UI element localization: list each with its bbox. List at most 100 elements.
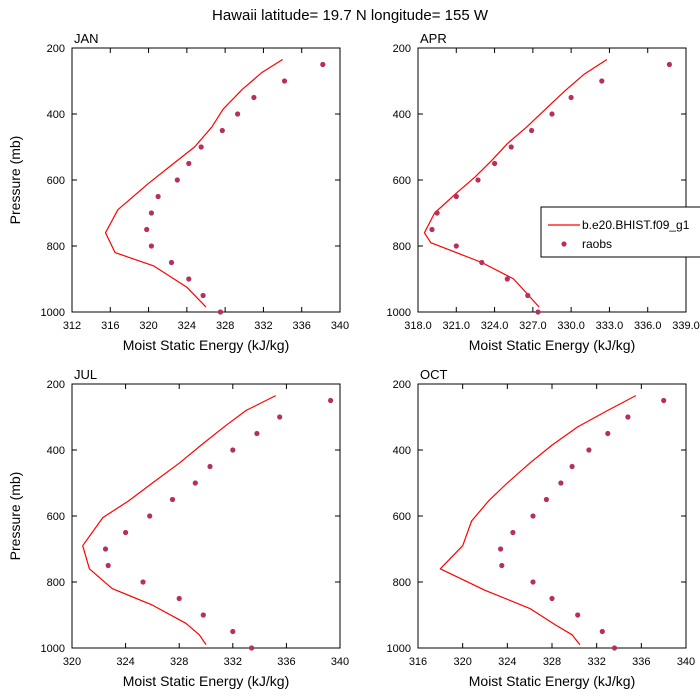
obs-point: [530, 579, 536, 585]
obs-point: [429, 226, 435, 233]
x-tick-label: 339.0: [672, 320, 700, 332]
panel-label: JAN: [74, 31, 99, 46]
plot-frame: [71, 383, 341, 649]
model-line: [82, 395, 276, 646]
legend-obs-label: raobs: [582, 237, 612, 251]
x-tick-label: 336: [293, 320, 311, 332]
y-tick-label: 200: [393, 379, 411, 391]
plot-frame: [417, 47, 687, 313]
obs-point: [144, 226, 150, 233]
x-tick-label: 336.0: [634, 320, 662, 332]
panel-apr: 318.0 321.0 324.0 327.0 330.0 333.0 336.0 339.0…: [387, 31, 700, 353]
y-tick-label: 1000: [41, 643, 65, 655]
obs-point: [625, 414, 631, 420]
x-tick-label: 321.0: [443, 320, 471, 332]
y-tick-label: 800: [47, 577, 65, 589]
obs-point: [168, 259, 175, 266]
obs-point: [575, 612, 581, 618]
x-tick-label: 330.0: [557, 320, 585, 332]
obs-point: [543, 496, 550, 503]
obs-point: [549, 111, 555, 117]
obs-point: [504, 276, 510, 282]
obs-point: [235, 111, 241, 117]
obs-point: [510, 529, 516, 536]
obs-point: [453, 193, 459, 200]
x-tick-label: 332: [587, 656, 605, 668]
y-tick-label: 200: [47, 379, 65, 391]
y-tick-label: 600: [47, 511, 65, 523]
obs-point: [549, 595, 555, 602]
obs-point: [169, 496, 176, 503]
obs-point: [200, 612, 206, 618]
obs-point: [207, 463, 213, 470]
panel-label: OCT: [420, 367, 448, 382]
y-tick-label: 800: [393, 241, 411, 253]
y-axis-label: Pressure (mb): [7, 136, 23, 225]
x-tick-label: 340: [677, 656, 695, 668]
panel-jul: 320 324 328 332 336 340 200 400 600 800 1000 JUL Moi…: [7, 367, 349, 689]
obs-point: [176, 595, 182, 602]
obs-point: [530, 513, 536, 519]
x-tick-label: 320: [453, 656, 471, 668]
model-line: [439, 395, 637, 646]
obs-point: [148, 210, 154, 216]
obs-point: [475, 177, 481, 183]
obs-point: [529, 127, 535, 134]
x-tick-label: 340: [331, 656, 349, 668]
x-tick-label: 336: [632, 656, 650, 668]
x-tick-label: 328: [543, 656, 561, 668]
obs-point: [666, 61, 673, 68]
x-tick-label: 324: [498, 656, 516, 668]
obs-point: [105, 562, 111, 569]
x-tick-label: 340: [331, 320, 349, 332]
x-tick-label: 327.0: [519, 320, 547, 332]
legend-model-label: b.e20.BHIST.f09_g1: [582, 218, 690, 232]
x-tick-label: 320: [139, 320, 157, 332]
x-tick-label: 320: [63, 656, 81, 668]
obs-point: [186, 160, 192, 167]
y-tick-label: 400: [47, 109, 65, 121]
obs-point: [508, 144, 514, 150]
obs-point: [599, 628, 605, 635]
obs-point: [251, 94, 257, 101]
obs-point: [453, 243, 459, 249]
x-tick-label: 324: [178, 320, 196, 332]
x-tick-label: 333.0: [596, 320, 624, 332]
y-tick-label: 1000: [387, 307, 411, 319]
x-tick-label: 318.0: [404, 320, 432, 332]
obs-point: [569, 463, 575, 470]
obs-point: [611, 645, 618, 651]
plot-frame: [417, 383, 687, 649]
panel-label: JUL: [74, 367, 97, 382]
obs-point: [535, 309, 541, 315]
legend-box: [540, 206, 700, 258]
y-tick-label: 800: [393, 577, 411, 589]
x-tick-label: 328: [216, 320, 234, 332]
obs-point: [525, 292, 531, 299]
x-tick-label: 312: [63, 320, 81, 332]
obs-point: [661, 397, 667, 404]
x-tick-label: 328: [170, 656, 188, 668]
obs-point: [198, 144, 204, 150]
obs-point: [192, 480, 198, 486]
obs-point: [140, 579, 146, 585]
obs-point: [123, 529, 129, 536]
obs-point: [492, 160, 498, 167]
x-axis-label: Moist Static Energy (kJ/kg): [123, 337, 290, 353]
x-axis-label: Moist Static Energy (kJ/kg): [469, 337, 636, 353]
obs-point: [230, 447, 236, 453]
legend-obs-swatch: [561, 241, 567, 247]
obs-point: [498, 546, 504, 552]
y-tick-label: 200: [47, 43, 65, 55]
x-axis-label: Moist Static Energy (kJ/kg): [123, 673, 290, 689]
obs-point: [599, 78, 605, 84]
y-tick-label: 400: [393, 445, 411, 457]
y-tick-label: 400: [393, 109, 411, 121]
obs-point: [148, 243, 154, 249]
obs-point: [147, 513, 153, 519]
x-tick-label: 332: [224, 656, 242, 668]
obs-point: [281, 78, 288, 84]
obs-point: [219, 127, 225, 134]
y-tick-label: 200: [393, 43, 411, 55]
y-tick-label: 1000: [387, 643, 411, 655]
